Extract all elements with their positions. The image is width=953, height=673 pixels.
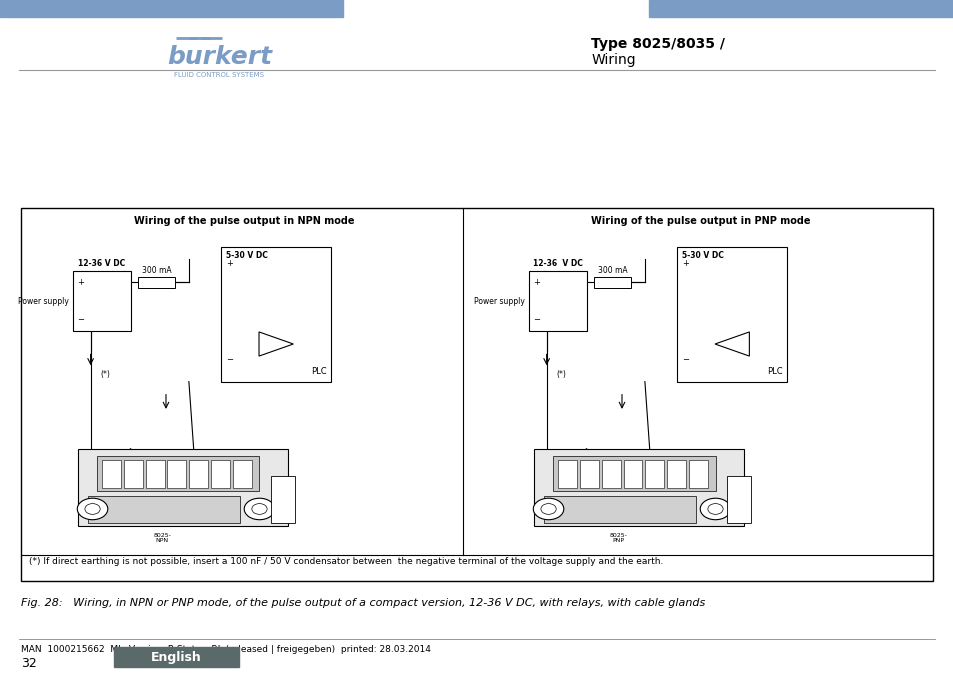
Bar xyxy=(601,460,620,488)
Text: 5-30 V DC: 5-30 V DC xyxy=(226,250,268,260)
Bar xyxy=(543,495,696,523)
Circle shape xyxy=(244,498,274,520)
Bar xyxy=(221,247,331,382)
Text: 5-30 V DC: 5-30 V DC xyxy=(681,250,723,260)
Text: −: − xyxy=(533,316,539,324)
Text: Wiring of the pulse output in PNP mode: Wiring of the pulse output in PNP mode xyxy=(590,216,809,226)
Text: 300 mA: 300 mA xyxy=(597,266,627,275)
Bar xyxy=(648,0,953,17)
Text: PLC: PLC xyxy=(311,367,326,376)
Circle shape xyxy=(700,498,730,520)
Bar xyxy=(677,247,786,382)
Polygon shape xyxy=(715,332,748,356)
Bar xyxy=(146,460,165,488)
Text: 300 mA: 300 mA xyxy=(141,266,172,275)
Text: −: − xyxy=(77,316,84,324)
Text: burkert: burkert xyxy=(167,45,272,69)
Text: Fig. 28:   Wiring, in NPN or PNP mode, of the pulse output of a compact version,: Fig. 28: Wiring, in NPN or PNP mode, of … xyxy=(21,598,704,608)
Text: 12-36 V DC: 12-36 V DC xyxy=(78,259,126,268)
Polygon shape xyxy=(258,332,294,356)
Bar xyxy=(168,460,186,488)
Bar xyxy=(534,449,743,526)
Text: +: + xyxy=(533,277,539,287)
Text: 8025-
NPN: 8025- NPN xyxy=(153,532,171,544)
Text: +: + xyxy=(77,277,84,287)
Bar xyxy=(233,460,252,488)
Bar xyxy=(97,456,259,491)
Bar xyxy=(73,271,131,331)
Bar xyxy=(644,460,663,488)
Text: PLC: PLC xyxy=(766,367,781,376)
Bar xyxy=(666,460,685,488)
Bar xyxy=(594,277,630,288)
Text: Power supply: Power supply xyxy=(18,297,69,306)
Bar xyxy=(138,277,174,288)
Text: 32: 32 xyxy=(21,657,37,670)
Bar xyxy=(0,0,343,17)
Text: Wiring: Wiring xyxy=(591,53,636,67)
Text: +: + xyxy=(681,259,688,269)
Bar xyxy=(271,476,294,523)
Text: 8025-
PNP: 8025- PNP xyxy=(609,532,626,544)
Bar xyxy=(579,460,598,488)
Circle shape xyxy=(533,498,563,520)
Text: +: + xyxy=(226,259,233,269)
Text: (*): (*) xyxy=(556,370,565,380)
Bar xyxy=(21,208,932,581)
Bar xyxy=(114,647,238,668)
Bar xyxy=(529,271,586,331)
Bar xyxy=(88,495,240,523)
Bar xyxy=(623,460,641,488)
Text: MAN  1000215662  ML  Version: B Status: RL (released | freigegeben)  printed: 28: MAN 1000215662 ML Version: B Status: RL … xyxy=(21,645,431,653)
Text: (*) If direct earthing is not possible, insert a 100 nF / 50 V condensator betwe: (*) If direct earthing is not possible, … xyxy=(29,557,662,567)
Bar xyxy=(688,460,707,488)
Text: (*): (*) xyxy=(100,370,110,380)
Bar xyxy=(78,449,288,526)
Bar xyxy=(553,456,715,491)
Bar xyxy=(726,476,750,523)
Circle shape xyxy=(77,498,108,520)
Bar xyxy=(124,460,143,488)
Bar xyxy=(558,460,577,488)
Bar xyxy=(102,460,121,488)
Text: FLUID CONTROL SYSTEMS: FLUID CONTROL SYSTEMS xyxy=(174,71,264,77)
Text: Wiring of the pulse output in NPN mode: Wiring of the pulse output in NPN mode xyxy=(134,216,355,226)
Bar xyxy=(189,460,208,488)
Text: English: English xyxy=(151,651,202,664)
Text: −: − xyxy=(681,355,688,363)
Text: −: − xyxy=(226,355,233,363)
Text: Power supply: Power supply xyxy=(474,297,524,306)
Bar xyxy=(211,460,230,488)
Text: Type 8025/8035 /: Type 8025/8035 / xyxy=(591,36,724,50)
Text: 12-36  V DC: 12-36 V DC xyxy=(533,259,582,268)
